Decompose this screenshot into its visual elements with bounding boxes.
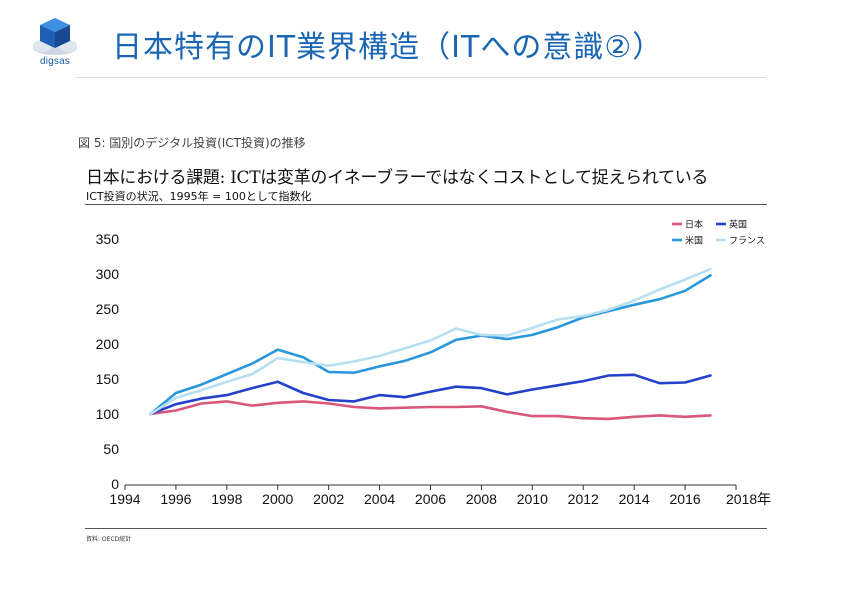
series-line-フランス (149, 267, 712, 416)
slide-title: 日本特有のIT業界構造（ITへの意識②） (112, 30, 664, 65)
x-tick-label: 2016 (670, 491, 701, 507)
header-divider (76, 77, 766, 78)
y-tick-label: 200 (96, 336, 120, 352)
y-tick-label: 50 (103, 441, 119, 457)
x-tick-label: 2008 (466, 491, 497, 507)
x-tick-label: 2000 (262, 491, 293, 507)
series-line-米国 (149, 274, 712, 416)
legend-label: 英国 (729, 219, 747, 231)
chart-title-divider (85, 204, 767, 205)
y-tick-label: 150 (96, 371, 120, 387)
x-tick-label: 1998 (211, 491, 242, 507)
y-tick-label: 300 (96, 266, 120, 282)
chart-subtitle: ICT投資の状況、1995年 = 100として指数化 (86, 190, 312, 203)
legend-label: フランス (729, 236, 765, 247)
figure-label: 図 5: 国別のデジタル投資(ICT投資)の推移 (78, 136, 306, 150)
footer-divider (85, 528, 767, 529)
y-tick-label: 350 (96, 231, 120, 247)
x-tick-label: 1994 (109, 491, 140, 507)
source-note: 資料: OECD統計 (86, 536, 132, 543)
logo-wordmark: digsas (39, 56, 71, 67)
x-tick-label: 1996 (160, 491, 191, 507)
x-tick-label: 2010 (517, 491, 548, 507)
x-tick-label: 2006 (415, 491, 446, 507)
x-tick-label-unit: 2018年 (726, 491, 771, 507)
chart-title: 日本における課題: ICTは変革のイネーブラーではなくコストとして捉えられている (86, 168, 709, 188)
x-tick-label: 2012 (568, 491, 599, 507)
cube-cloud-icon (33, 18, 77, 55)
digsas-logo: digsas (28, 14, 82, 70)
x-tick-label: 2002 (313, 491, 344, 507)
legend-label: 米国 (685, 235, 703, 247)
x-tick-label: 2014 (619, 491, 650, 507)
x-tick-label: 2004 (364, 491, 395, 507)
y-tick-label: 250 (96, 301, 120, 317)
y-tick-label: 100 (96, 406, 120, 422)
legend-label: 日本 (685, 219, 703, 231)
slide-header: digsas 日本特有のIT業界構造（ITへの意識②） (0, 0, 842, 78)
series-line-日本 (149, 400, 712, 421)
y-tick-label: 0 (111, 476, 119, 492)
series-line-英国 (149, 373, 712, 416)
